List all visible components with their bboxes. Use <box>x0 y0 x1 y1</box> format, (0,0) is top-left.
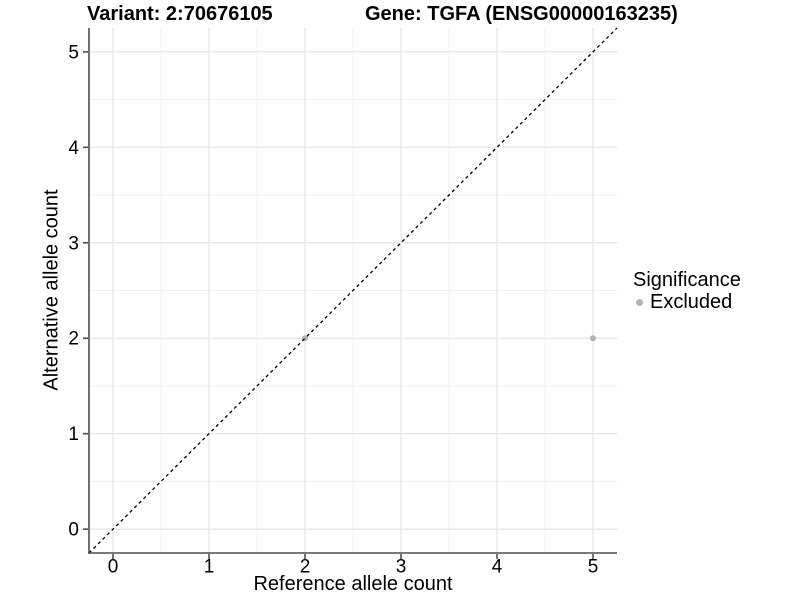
y-tick-label: 2 <box>68 329 79 350</box>
plot-title-gene: Gene: TGFA (ENSG00000163235) <box>365 3 678 25</box>
x-tick-label: 3 <box>396 557 407 578</box>
y-axis-title: Alternative allele count <box>40 189 63 391</box>
plot-title-variant: Variant: 2:70676105 <box>87 3 273 25</box>
x-axis-title: Reference allele count <box>253 573 453 595</box>
legend-title: Significance <box>633 269 741 291</box>
y-tick-label: 0 <box>68 520 79 541</box>
y-tick-label: 4 <box>68 138 79 159</box>
x-tick-label: 4 <box>492 557 503 578</box>
x-tick-label: 0 <box>108 557 119 578</box>
identity-reference-line <box>88 27 618 554</box>
data-point <box>590 335 596 342</box>
x-tick-label: 5 <box>588 557 599 578</box>
y-tick-label: 5 <box>68 42 79 63</box>
x-tick-label: 1 <box>204 557 215 578</box>
y-tick-label: 3 <box>68 233 79 254</box>
legend-item-label: Excluded <box>650 290 733 313</box>
legend-point-icon <box>636 298 643 306</box>
y-tick-label: 1 <box>68 424 79 445</box>
x-tick-label: 2 <box>300 557 311 578</box>
legend: Significance Excluded <box>633 270 741 313</box>
legend-item-excluded: Excluded <box>633 291 741 313</box>
